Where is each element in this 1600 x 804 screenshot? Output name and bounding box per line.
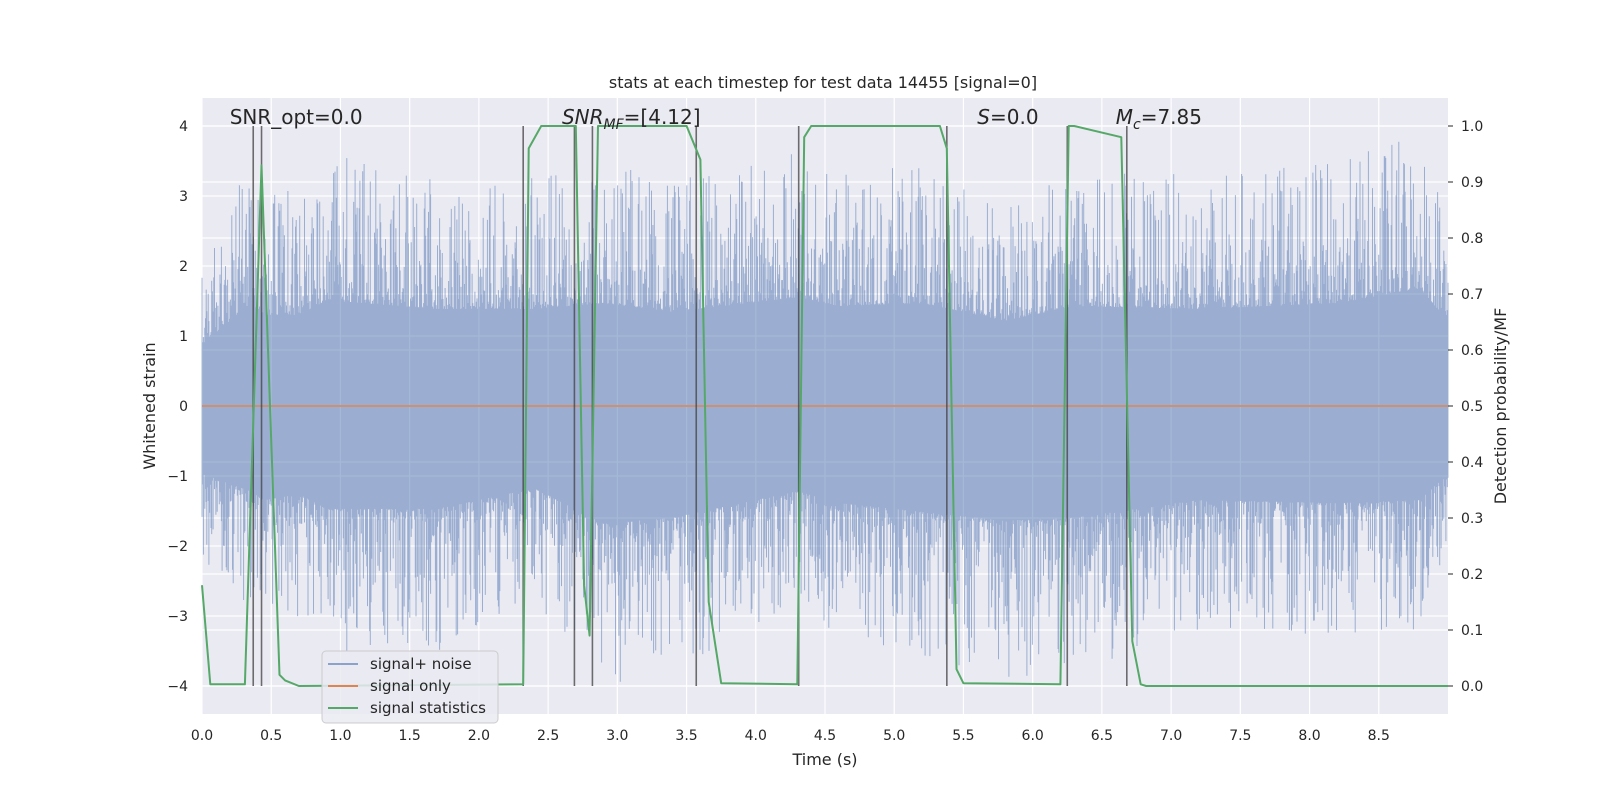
y-left-tick-label-2: −2 bbox=[167, 539, 188, 555]
annotation-0: SNR_opt=0.0 bbox=[230, 105, 363, 129]
x-tick-label-13: 6.5 bbox=[1091, 728, 1113, 744]
y-right-tick-label-8: 0.8 bbox=[1461, 231, 1483, 247]
y-left-tick-label-5: 1 bbox=[179, 329, 188, 345]
y-right-tick-label-9: 0.9 bbox=[1461, 175, 1483, 191]
signal-noise-series bbox=[201, 141, 1449, 682]
y-right-tick-label-10: 1.0 bbox=[1461, 119, 1483, 135]
chart-title: stats at each timestep for test data 144… bbox=[609, 73, 1037, 92]
signal-noise-line bbox=[201, 141, 1449, 682]
y-right-tick-label-4: 0.4 bbox=[1461, 455, 1483, 471]
x-tick-label-12: 6.0 bbox=[1022, 728, 1044, 744]
left-y-axis-ticks: −4 −3 −2 −1 0 1 2 3 4 bbox=[167, 119, 188, 695]
x-tick-label-6: 3.0 bbox=[606, 728, 628, 744]
x-axis-ticks: 0.0 0.5 1.0 1.5 2.0 2.5 3.0 3.5 4.0 4.5 5.0 5.5 6.0 6… bbox=[191, 728, 1390, 744]
left-y-axis-label: Whitened strain bbox=[140, 342, 159, 469]
annotation-1: SNRMF=[4.12] bbox=[562, 105, 701, 133]
y-right-tick-label-6: 0.6 bbox=[1461, 343, 1483, 359]
chart-legend: signal+ noise signal only signal statistic… bbox=[321, 650, 499, 724]
x-tick-label-5: 2.5 bbox=[537, 728, 559, 744]
x-tick-label-15: 7.5 bbox=[1229, 728, 1251, 744]
y-left-tick-label-8: 4 bbox=[179, 119, 188, 135]
x-tick-label-14: 7.0 bbox=[1160, 728, 1182, 744]
legend-label-2: signal statistics bbox=[370, 699, 486, 717]
x-tick-label-4: 2.0 bbox=[468, 728, 490, 744]
y-left-tick-label-4: 0 bbox=[179, 399, 188, 415]
x-tick-label-2: 1.0 bbox=[329, 728, 351, 744]
x-tick-label-10: 5.0 bbox=[883, 728, 905, 744]
y-left-tick-label-0: −4 bbox=[167, 679, 188, 695]
legend-label-1: signal only bbox=[370, 677, 451, 695]
x-tick-label-8: 4.0 bbox=[745, 728, 767, 744]
x-axis-label: Time (s) bbox=[791, 750, 857, 769]
x-tick-label-3: 1.5 bbox=[399, 728, 421, 744]
legend-label-0: signal+ noise bbox=[370, 655, 472, 673]
signal-statistics-series bbox=[201, 125, 1448, 687]
right-y-axis-ticks: 0.0 0.1 0.2 0.3 0.4 0.5 0.6 0.7 0.8 0.9 1.0 bbox=[1448, 119, 1483, 695]
y-right-tick-label-7: 0.7 bbox=[1461, 287, 1483, 303]
annotation-2: S=0.0 bbox=[977, 105, 1038, 129]
x-tick-label-7: 3.5 bbox=[675, 728, 697, 744]
y-right-tick-label-3: 0.3 bbox=[1461, 511, 1483, 527]
y-right-tick-label-1: 0.1 bbox=[1461, 623, 1483, 639]
x-tick-label-16: 8.0 bbox=[1298, 728, 1320, 744]
y-right-tick-label-2: 0.2 bbox=[1461, 567, 1483, 583]
x-tick-label-0: 0.0 bbox=[191, 728, 213, 744]
y-right-tick-label-0: 0.0 bbox=[1461, 679, 1483, 695]
y-left-tick-label-1: −3 bbox=[167, 609, 188, 625]
x-tick-label-1: 0.5 bbox=[260, 728, 282, 744]
annotation-layer: SNR_opt=0.0 SNRMF=[4.12] S=0.0 Mc=7.85 bbox=[230, 105, 1202, 133]
y-left-tick-label-7: 3 bbox=[179, 189, 188, 205]
y-left-tick-label-6: 2 bbox=[179, 259, 188, 275]
x-tick-label-17: 8.5 bbox=[1368, 728, 1390, 744]
x-tick-label-9: 4.5 bbox=[814, 728, 836, 744]
legend-box bbox=[321, 650, 499, 724]
x-tick-label-11: 5.5 bbox=[952, 728, 974, 744]
signal-statistics-line bbox=[201, 125, 1448, 687]
annotation-3: Mc=7.85 bbox=[1116, 105, 1202, 133]
y-right-tick-label-5: 0.5 bbox=[1461, 399, 1483, 415]
y-left-tick-label-3: −1 bbox=[167, 469, 188, 485]
right-y-axis-label: Detection probability/MF bbox=[1491, 308, 1510, 505]
